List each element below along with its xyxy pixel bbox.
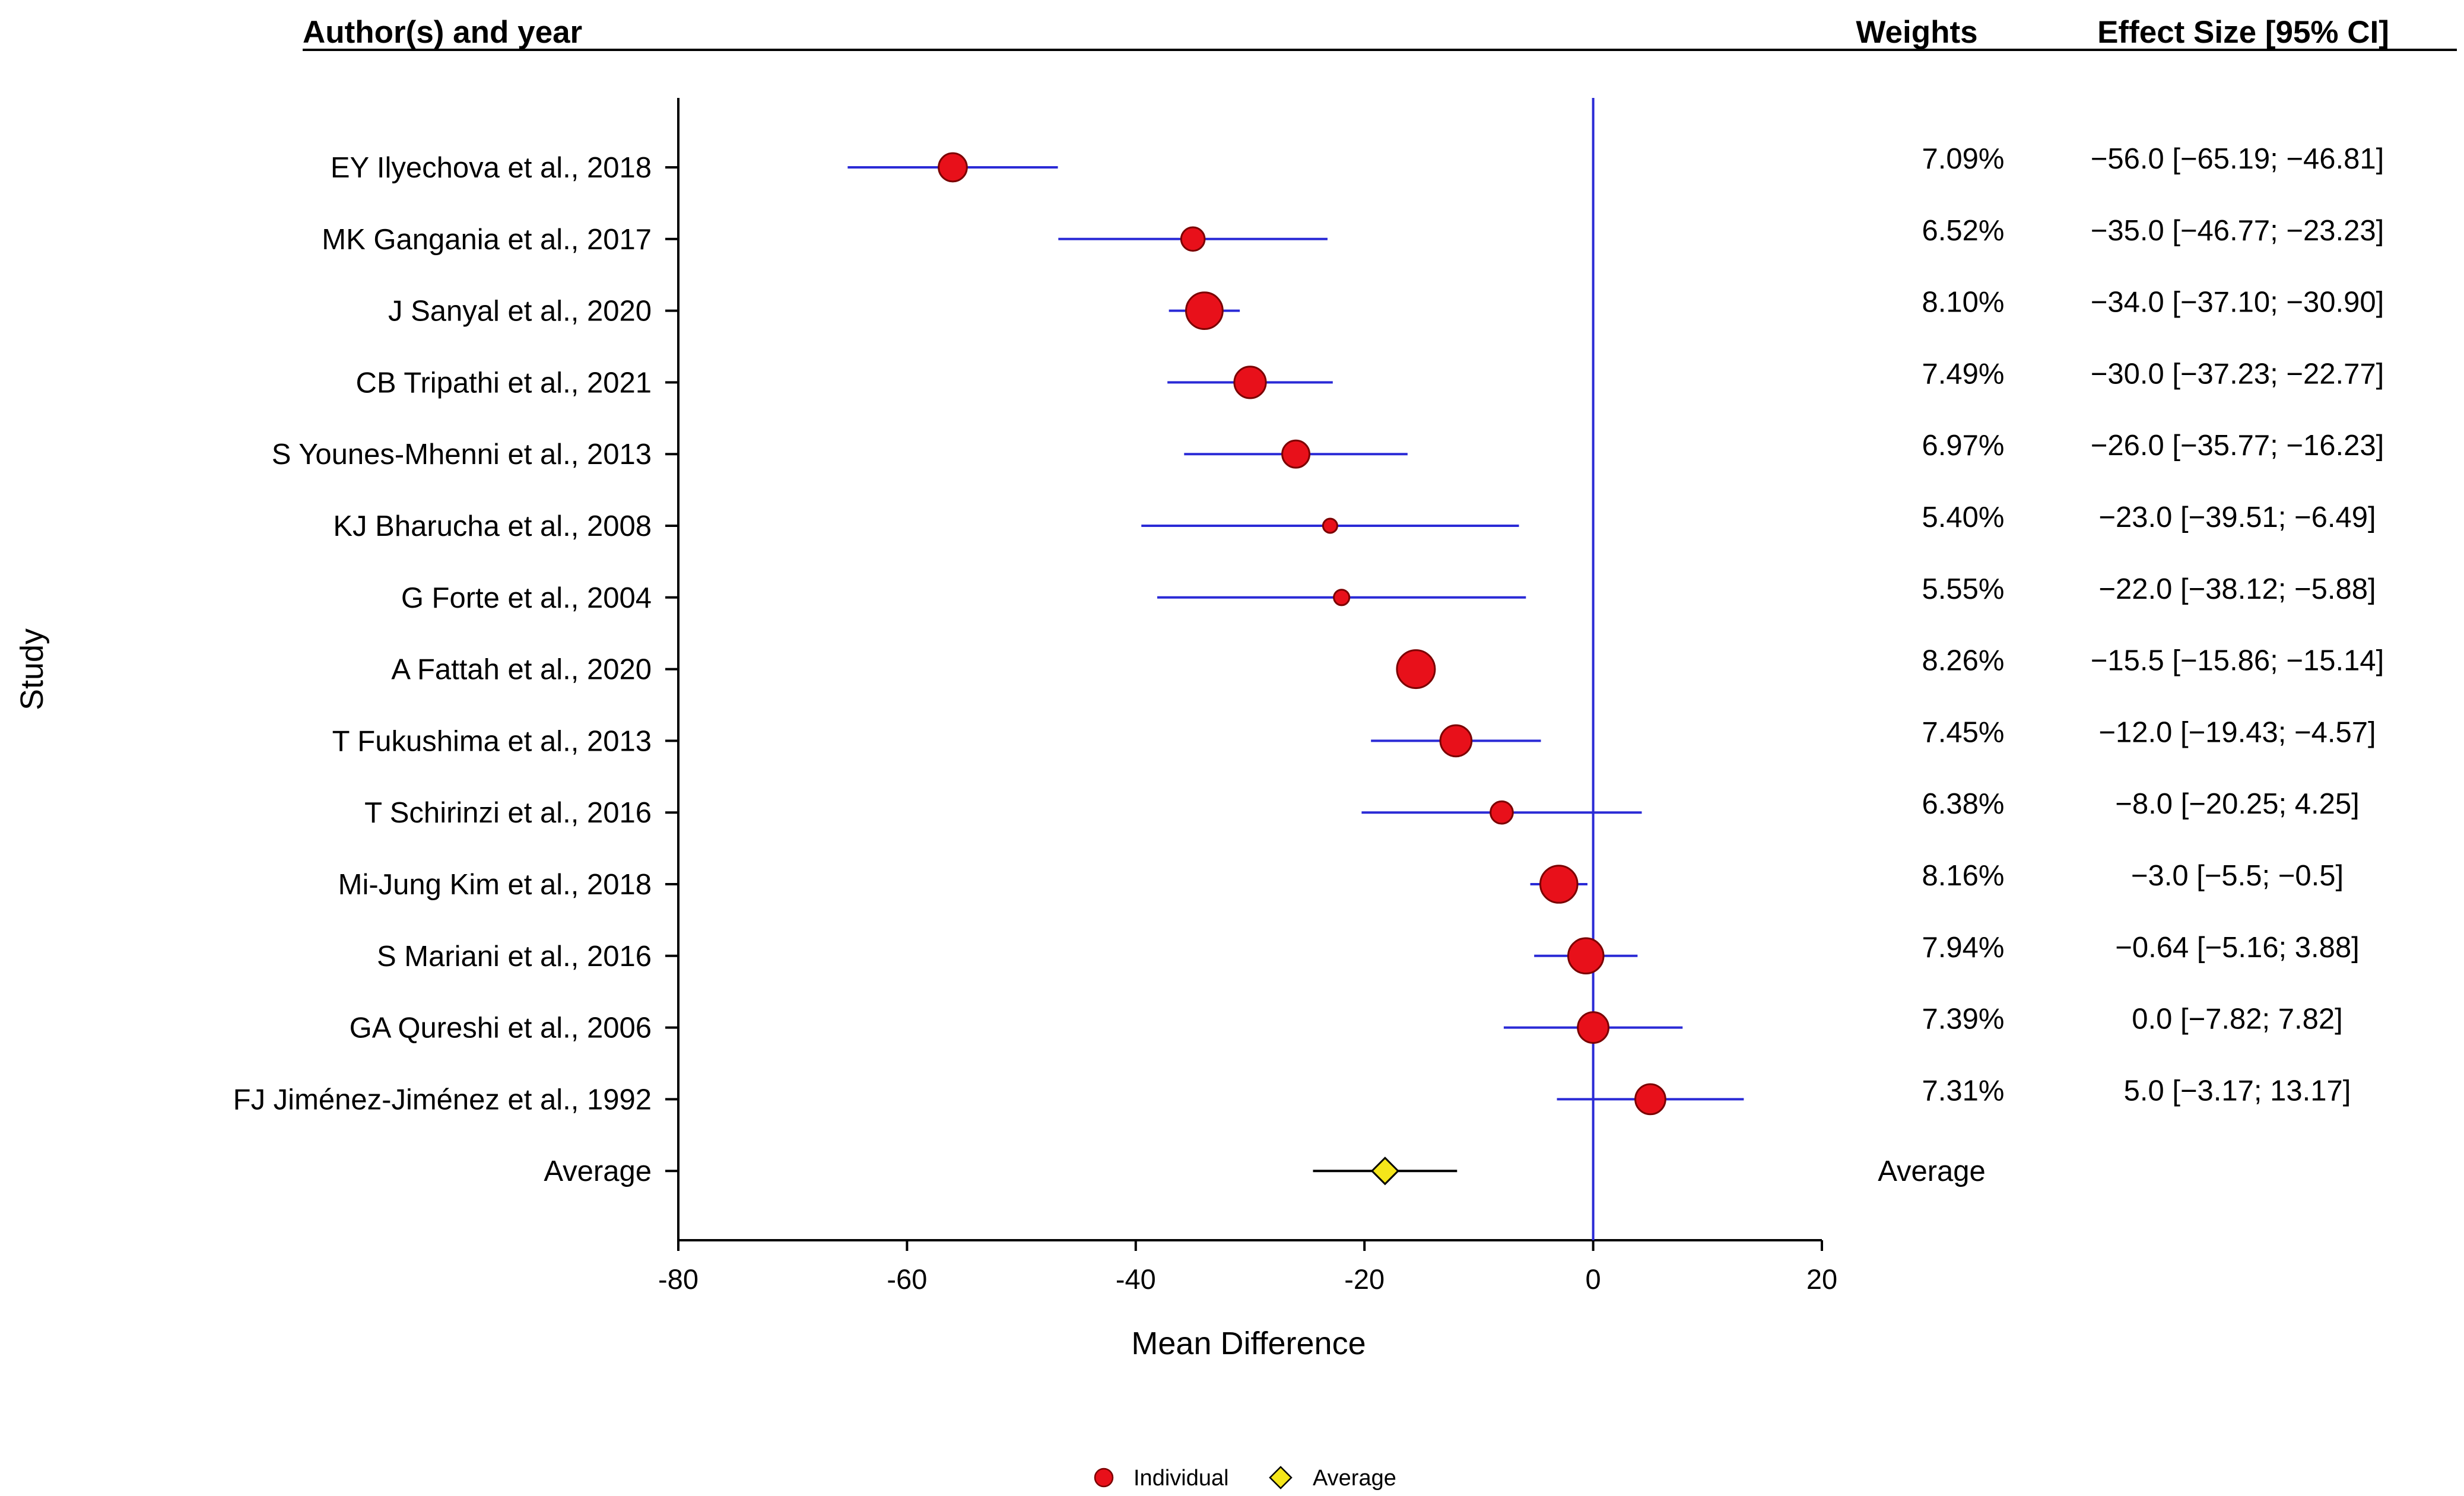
effect-point xyxy=(1322,517,1338,534)
effect-point xyxy=(1634,1083,1666,1116)
y-axis-label: Study xyxy=(14,628,50,710)
study-label: KJ Bharucha et al., 2008 xyxy=(333,510,652,542)
effect-point xyxy=(1567,937,1605,975)
effect-point xyxy=(1577,1011,1610,1044)
study-label: S Mariani et al., 2016 xyxy=(377,941,652,973)
legend-circle-marker xyxy=(1094,1468,1114,1488)
study-label: CB Tripathi et al., 2021 xyxy=(356,367,652,399)
weight-value: 8.16% xyxy=(1922,860,2005,892)
average-diamond xyxy=(1370,1157,1400,1186)
x-axis-ticks: -80 -60 -40 -20 0 20 xyxy=(658,1240,1837,1295)
effect-point xyxy=(1333,589,1351,606)
study-label: G Forte et al., 2004 xyxy=(401,582,652,614)
study-label: S Younes-Mhenni et al., 2013 xyxy=(272,439,652,471)
effect-point xyxy=(938,152,968,183)
study-rows: EY Ilyechova et al., 2018 7.09% −56.0 [−65… xyxy=(233,143,2384,1116)
study-row: GA Qureshi et al., 2006 7.39% 0.0 [−7.82; … xyxy=(350,1003,2343,1044)
study-row: S Younes-Mhenni et al., 2013 6.97% −26.0 [… xyxy=(272,430,2384,471)
x-tick-label: -40 xyxy=(1116,1263,1156,1295)
study-row: FJ Jiménez-Jiménez et al., 1992 7.31% 5.0 … xyxy=(233,1075,2351,1116)
weight-value: 6.97% xyxy=(1922,430,2005,462)
header-weights: Weights xyxy=(1856,15,1977,50)
effect-size-ci: −23.0 [−39.51; −6.49] xyxy=(2098,501,2376,533)
study-row: Mi-Jung Kim et al., 2018 8.16% −3.0 [−5.5;… xyxy=(338,860,2344,904)
weight-value: 7.39% xyxy=(1922,1003,2005,1036)
header-author: Author(s) and year xyxy=(303,15,582,50)
effect-size-ci: −15.5 [−15.86; −15.14] xyxy=(2091,645,2384,677)
effect-size-ci: −30.0 [−37.23; −22.77] xyxy=(2091,358,2384,390)
effect-size-ci: −35.0 [−46.77; −23.23] xyxy=(2091,215,2384,247)
x-tick-label: -80 xyxy=(658,1263,698,1295)
average-label: Average xyxy=(544,1155,652,1187)
effect-size-ci: −8.0 [−20.25; 4.25] xyxy=(2115,788,2359,820)
legend: Individual Average xyxy=(1094,1466,1396,1491)
effect-size-ci: −26.0 [−35.77; −16.23] xyxy=(2091,430,2384,462)
effect-point xyxy=(1396,649,1436,690)
study-label: GA Qureshi et al., 2006 xyxy=(350,1012,652,1044)
study-row: CB Tripathi et al., 2021 7.49% −30.0 [−37.… xyxy=(356,358,2384,399)
weight-value: 7.09% xyxy=(1922,143,2005,175)
study-row: T Fukushima et al., 2013 7.45% −12.0 [−19.… xyxy=(332,716,2376,757)
effect-size-ci: −0.64 [−5.16; 3.88] xyxy=(2115,932,2359,964)
legend-average-label: Average xyxy=(1313,1466,1396,1491)
effect-size-ci: −22.0 [−38.12; −5.88] xyxy=(2098,573,2376,605)
effect-point xyxy=(1439,724,1473,758)
study-row: S Mariani et al., 2016 7.94% −0.64 [−5.16;… xyxy=(377,932,2360,975)
study-label: T Fukushima et al., 2013 xyxy=(332,725,652,757)
weight-value: 8.26% xyxy=(1922,645,2005,677)
weight-value: 7.31% xyxy=(1922,1075,2005,1107)
study-row: A Fattah et al., 2020 8.26% −15.5 [−15.86;… xyxy=(391,645,2384,690)
weight-value: 6.38% xyxy=(1922,788,2005,820)
x-tick-label: 20 xyxy=(1806,1263,1837,1295)
weight-value: 7.49% xyxy=(1922,358,2005,390)
weight-value: 5.40% xyxy=(1922,501,2005,533)
effect-size-ci: −34.0 [−37.10; −30.90] xyxy=(2091,287,2384,319)
effect-size-ci: 0.0 [−7.82; 7.82] xyxy=(2132,1003,2343,1036)
weight-value: 7.45% xyxy=(1922,716,2005,748)
study-row: EY Ilyechova et al., 2018 7.09% −56.0 [−65… xyxy=(331,143,2384,184)
effect-size-ci: −12.0 [−19.43; −4.57] xyxy=(2098,716,2376,748)
weight-value: 8.10% xyxy=(1922,287,2005,319)
weight-value: 5.55% xyxy=(1922,573,2005,605)
x-tick-label: -60 xyxy=(887,1263,927,1295)
effect-point xyxy=(1490,800,1514,825)
average-weight-label: Average xyxy=(1878,1155,1986,1187)
effect-point xyxy=(1281,439,1311,469)
study-label: Mi-Jung Kim et al., 2018 xyxy=(338,869,652,901)
effect-point xyxy=(1185,291,1224,330)
study-row: MK Gangania et al., 2017 6.52% −35.0 [−46.… xyxy=(322,215,2384,256)
effect-point xyxy=(1233,366,1267,399)
effect-point xyxy=(1539,865,1579,904)
effect-point xyxy=(1180,226,1206,252)
effect-size-ci: −56.0 [−65.19; −46.81] xyxy=(2091,143,2384,175)
x-axis-label: Mean Difference xyxy=(1131,1326,1366,1361)
weight-value: 7.94% xyxy=(1922,932,2005,964)
header-effect-size: Effect Size [95% CI] xyxy=(2097,15,2389,50)
study-label: EY Ilyechova et al., 2018 xyxy=(331,152,652,184)
x-tick-label: -20 xyxy=(1344,1263,1385,1295)
study-label: J Sanyal et al., 2020 xyxy=(388,296,652,328)
x-tick-label: 0 xyxy=(1586,1263,1601,1295)
study-row: J Sanyal et al., 2020 8.10% −34.0 [−37.10;… xyxy=(388,287,2384,330)
study-label: A Fattah et al., 2020 xyxy=(391,654,652,686)
legend-diamond-marker xyxy=(1269,1466,1293,1489)
average-row: Average Average xyxy=(544,1155,1985,1187)
study-label: MK Gangania et al., 2017 xyxy=(322,224,652,256)
study-row: G Forte et al., 2004 5.55% −22.0 [−38.12; … xyxy=(401,573,2376,614)
weight-value: 6.52% xyxy=(1922,215,2005,247)
legend-individual-label: Individual xyxy=(1133,1466,1229,1491)
study-label: FJ Jiménez-Jiménez et al., 1992 xyxy=(233,1084,652,1116)
study-row: T Schirinzi et al., 2016 6.38% −8.0 [−20.2… xyxy=(364,788,2360,829)
study-label: T Schirinzi et al., 2016 xyxy=(364,797,652,829)
effect-size-ci: 5.0 [−3.17; 13.17] xyxy=(2124,1075,2351,1107)
study-row: KJ Bharucha et al., 2008 5.40% −23.0 [−39.… xyxy=(333,501,2376,542)
effect-size-ci: −3.0 [−5.5; −0.5] xyxy=(2131,860,2344,892)
